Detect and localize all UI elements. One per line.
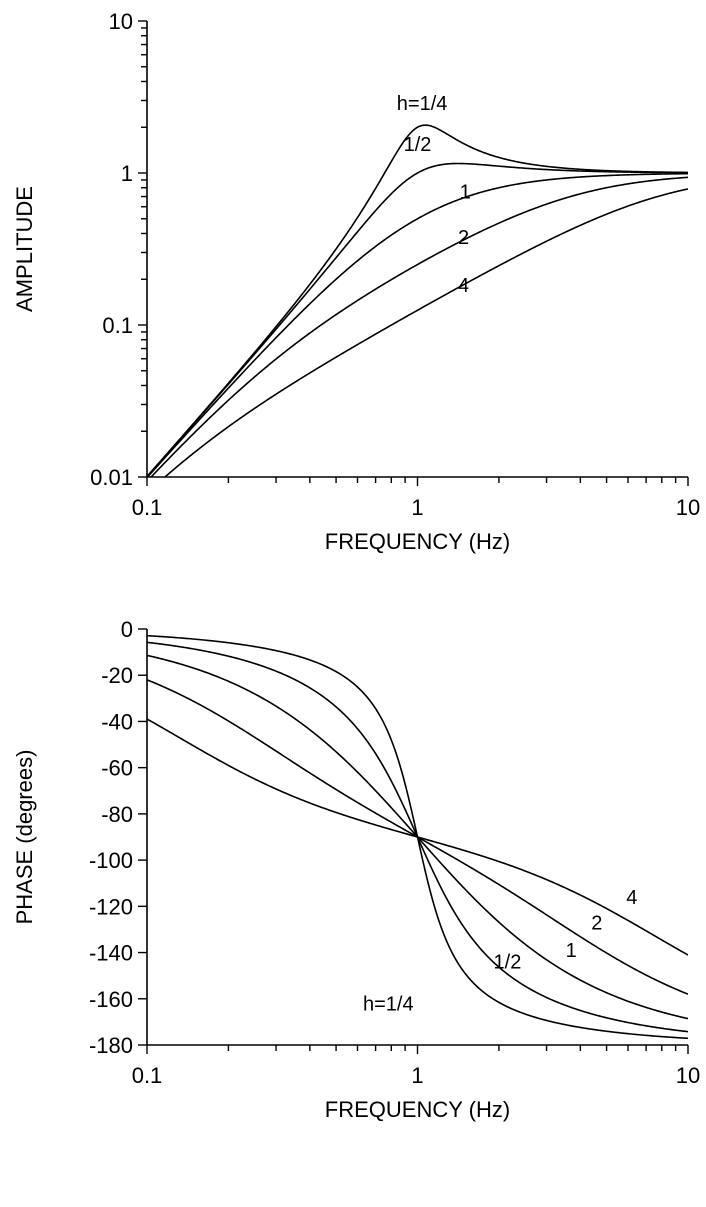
phase-x-tick-label: 10 — [676, 1063, 700, 1088]
amp-series-1 — [147, 172, 688, 477]
phase-y-tick-label: -20 — [101, 663, 133, 688]
amp-series-1-2 — [147, 162, 688, 477]
amp-x-tick-label: 10 — [676, 495, 700, 520]
amp-y-tick-label: 10 — [109, 9, 133, 34]
phase-y-tick-label: -160 — [89, 987, 133, 1012]
phase-y-tick-label: -120 — [89, 894, 133, 919]
amp-curve-label: 2 — [458, 227, 469, 249]
amp-curve-label: 1 — [460, 181, 471, 203]
phase-x-axis-title: FREQUENCY (Hz) — [325, 1097, 510, 1122]
amp-y-tick-label: 0.1 — [102, 313, 133, 338]
phase-y-tick-label: -80 — [101, 802, 133, 827]
phase-y-tick-label: 0 — [121, 617, 133, 642]
phase-y-tick-label: -100 — [89, 848, 133, 873]
amp-y-tick-label: 0.01 — [90, 465, 133, 490]
phase-curve-label: 1 — [566, 940, 577, 962]
phase-y-tick-label: -60 — [101, 756, 133, 781]
phase-curve-label: 2 — [591, 912, 602, 934]
phase-curve-label: 4 — [626, 887, 637, 909]
amp-x-tick-label: 0.1 — [132, 495, 163, 520]
phase-y-axis-title: PHASE (degrees) — [12, 750, 37, 925]
phase-y-tick-label: -140 — [89, 941, 133, 966]
phase-y-tick-label: -180 — [89, 1033, 133, 1058]
phase-series-4 — [147, 718, 688, 956]
amp-x-axis-title: FREQUENCY (Hz) — [325, 529, 510, 554]
amp-curve-label: 1/2 — [404, 134, 432, 156]
phase-x-tick-label: 0.1 — [132, 1063, 163, 1088]
amp-curve-label: 4 — [458, 275, 469, 297]
amp-y-axis-title: AMPLITUDE — [12, 186, 37, 312]
amp-x-tick-label: 1 — [411, 495, 423, 520]
phase-curve-label: 1/2 — [494, 952, 522, 974]
amp-curve-label: h=1/4 — [397, 93, 448, 115]
phase-y-tick-label: -40 — [101, 709, 133, 734]
phase-curve-label: h=1/4 — [363, 993, 414, 1015]
amp-series-4 — [163, 188, 688, 477]
amp-series-h-1-4 — [147, 124, 688, 477]
amp-series-2 — [150, 176, 688, 477]
phase-x-tick-label: 1 — [411, 1063, 423, 1088]
phase-plot: 0.1 1 10 0 -20 -40 -60 -80 -100 -120 -140 -160 -180 F… — [12, 617, 700, 1122]
amp-y-tick-label: 1 — [121, 161, 133, 186]
amplitude-plot: 0.1 1 10 0.01 0.1 1 10 FREQUENCY (Hz) AMPLITUDE h… — [12, 9, 700, 554]
